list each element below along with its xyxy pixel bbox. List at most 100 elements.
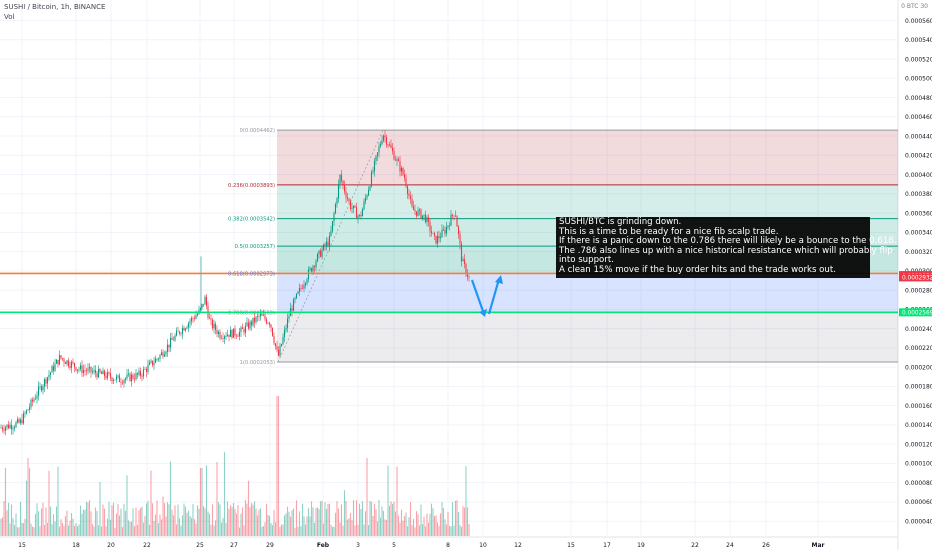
volume-bar — [106, 518, 109, 536]
candle-body — [130, 374, 133, 382]
volume-bar — [45, 507, 47, 536]
volume-bar — [297, 526, 299, 536]
candle-body — [427, 217, 430, 222]
volume-bar — [363, 524, 365, 536]
volume-bar — [346, 519, 349, 536]
arrow-up-head — [495, 275, 503, 284]
candle-body — [450, 214, 452, 226]
volume-bar — [444, 519, 446, 536]
candle-body — [267, 323, 269, 324]
symbol-header: SUSHI / Bitcoin, 1h, BINANCE — [4, 3, 106, 11]
candle-body — [214, 323, 217, 330]
candle-body — [21, 419, 23, 424]
volume-bar — [324, 502, 326, 536]
candle-body — [262, 315, 265, 317]
candle-body — [291, 308, 293, 311]
candle-body — [331, 221, 334, 232]
volume-bar — [27, 457, 29, 536]
candle-body — [135, 373, 137, 380]
volume-bar — [268, 515, 271, 536]
volume-bar — [265, 503, 268, 536]
volume-bar — [304, 524, 307, 536]
volume-bar — [237, 504, 239, 536]
volume-bar — [189, 516, 191, 536]
volume-bar — [276, 396, 278, 536]
candle-body — [355, 207, 358, 218]
volume-bar — [217, 502, 220, 536]
candle-body — [228, 334, 230, 337]
candle-body — [358, 214, 361, 216]
volume-bar — [109, 519, 112, 536]
volume-bar — [406, 526, 409, 536]
volume-bar — [351, 520, 353, 536]
candle-body — [403, 174, 406, 179]
volume-bar — [315, 508, 317, 536]
candle-body — [408, 193, 410, 197]
volume-bar — [13, 525, 16, 536]
volume-bar — [397, 515, 400, 536]
candle-body — [310, 268, 313, 272]
candle-body — [445, 226, 448, 234]
candle-body — [346, 197, 349, 200]
time-tick-label: 24 — [726, 542, 734, 549]
candle-body — [40, 386, 43, 391]
candle-body — [462, 259, 464, 262]
candle-body — [96, 373, 98, 378]
candle-body — [438, 235, 440, 239]
time-axis[interactable]: 15 18 20 22 25 27 29 Feb 3 5 8 10 12 15 17 19 22 24 26 Mar — [18, 542, 824, 549]
fib-level-label: 0.786(0.0002569) — [228, 310, 275, 316]
candle-body — [265, 319, 268, 324]
candle-body — [109, 373, 112, 378]
volume-bar — [262, 526, 265, 536]
candle-body — [298, 288, 301, 292]
volume-bar — [186, 512, 188, 536]
candle-body — [9, 424, 11, 429]
volume-bar — [180, 525, 182, 536]
projection-arrows — [470, 275, 503, 317]
volume-bar — [354, 525, 356, 536]
volume-bar — [183, 503, 185, 536]
volume-bar — [142, 522, 145, 536]
volume-bar — [213, 525, 215, 536]
candle-body — [364, 197, 367, 202]
fib-level-label: 0.236(0.0003893) — [228, 183, 275, 189]
volume-bar — [306, 516, 308, 536]
fib-level-label: 0(0.0004462) — [240, 128, 275, 134]
candle-body — [117, 375, 119, 377]
candle-body — [406, 186, 409, 194]
volume-bar — [282, 524, 284, 536]
candle-body — [361, 209, 364, 217]
volume-bar — [252, 504, 254, 536]
volume-bar — [16, 527, 19, 536]
candle-body — [201, 303, 203, 308]
candle-body — [192, 317, 194, 319]
candle-body — [217, 331, 220, 334]
volume-bar — [291, 510, 293, 536]
candle-body — [88, 366, 91, 369]
volume-bar — [31, 526, 34, 536]
candle-body — [288, 316, 290, 319]
candle-body — [373, 160, 376, 172]
volume-bar — [105, 526, 107, 536]
candle-body — [270, 324, 272, 328]
price-tag-label: 0.0002932 — [902, 276, 932, 282]
volume-bar — [345, 500, 347, 536]
volume-bar — [4, 467, 7, 536]
volume-bar — [330, 524, 332, 536]
volume-bar — [34, 514, 37, 536]
volume-bar — [343, 490, 346, 536]
volume-bar — [46, 522, 49, 536]
volume-bar — [147, 500, 149, 536]
note-line: SUSHI/BTC is grinding down. — [559, 217, 682, 227]
volume-bar — [240, 513, 242, 536]
volume-bar — [108, 501, 110, 536]
volume-bar — [430, 503, 433, 536]
volume-bar — [15, 513, 17, 536]
candle-body — [154, 358, 157, 363]
volume-bar — [376, 521, 379, 536]
candle-body — [78, 369, 80, 370]
candle-body — [39, 386, 41, 387]
volume-bar — [342, 525, 344, 536]
candle-body — [70, 361, 73, 368]
